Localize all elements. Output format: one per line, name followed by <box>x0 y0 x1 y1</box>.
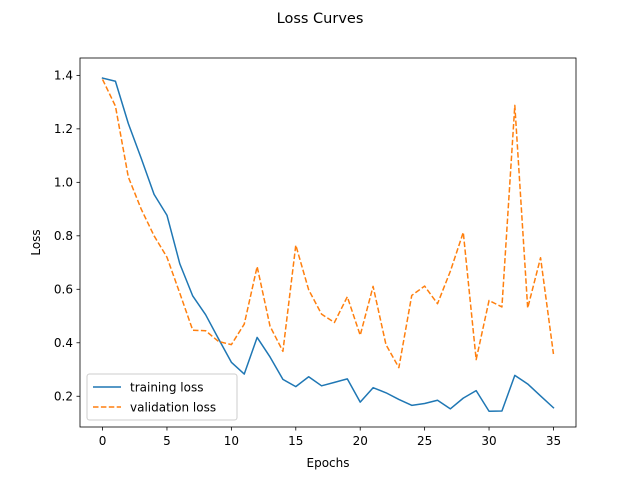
y-tick-label: 1.4 <box>54 69 73 83</box>
y-tick-label: 1.2 <box>54 122 73 136</box>
legend-label: training loss <box>130 380 203 394</box>
y-tick-label: 0.8 <box>54 229 73 243</box>
x-tick-label: 0 <box>99 434 107 448</box>
x-tick-label: 10 <box>224 434 239 448</box>
x-tick-label: 15 <box>288 434 303 448</box>
x-tick-label: 35 <box>546 434 561 448</box>
y-tick-label: 0.2 <box>54 390 73 404</box>
plot-frame <box>79 57 577 428</box>
legend-box <box>86 373 238 421</box>
x-tick-label: 20 <box>353 434 368 448</box>
series-layer <box>101 77 555 412</box>
y-tick-label: 0.4 <box>54 336 73 350</box>
series-line-training-loss <box>101 77 555 412</box>
x-axis-label: Epochs <box>307 456 350 470</box>
axes-layer: 0 5 10 15 20 25 30 35 0.2 0.4 0.6 0.8 1.0 1.2 1.4 <box>54 69 561 448</box>
chart-title: Loss Curves <box>277 11 364 27</box>
legend-label: validation loss <box>130 400 216 414</box>
plot-area <box>80 58 576 427</box>
x-tick-label: 5 <box>163 434 171 448</box>
series-line-validation-loss <box>101 79 555 369</box>
y-axis-label: Loss <box>29 229 43 255</box>
legend: training loss validation loss <box>86 373 238 421</box>
x-tick-label: 30 <box>481 434 496 448</box>
y-tick-label: 1.0 <box>54 176 73 190</box>
x-tick-label: 25 <box>417 434 432 448</box>
y-tick-label: 0.6 <box>54 283 73 297</box>
